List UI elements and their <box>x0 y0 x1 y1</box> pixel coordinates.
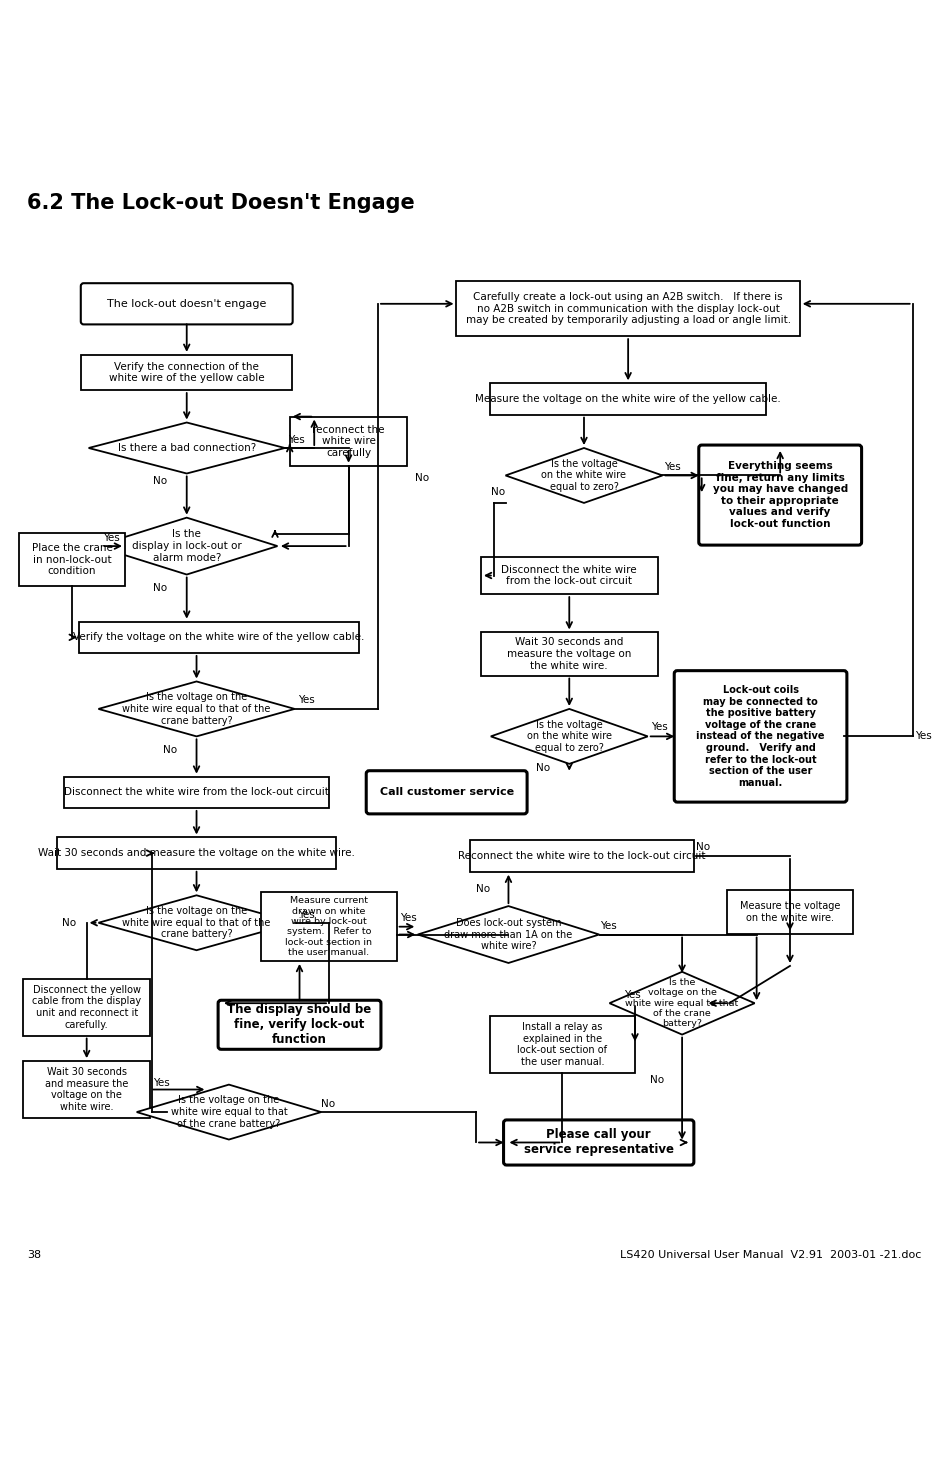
Text: No: No <box>153 476 168 487</box>
Text: Please call your
service representative: Please call your service representative <box>524 1128 674 1157</box>
Bar <box>80 621 358 653</box>
Text: Measure the voltage
on the white wire.: Measure the voltage on the white wire. <box>739 901 841 923</box>
Text: Disconnect the white wire
from the lock-out circuit: Disconnect the white wire from the lock-… <box>502 565 637 586</box>
Text: Install a relay as
explained in the
lock-out section of
the user manual.: Install a relay as explained in the lock… <box>518 1023 607 1067</box>
Text: Is the voltage on the
white wire equal to that
of the crane battery?: Is the voltage on the white wire equal t… <box>170 1096 287 1129</box>
Text: reconnect the
white wire
carefully: reconnect the white wire carefully <box>313 425 385 457</box>
Text: Verify the connection of the
white wire of the yellow cable: Verify the connection of the white wire … <box>109 362 265 383</box>
Bar <box>481 557 658 595</box>
FancyBboxPatch shape <box>366 771 527 814</box>
FancyBboxPatch shape <box>504 1121 694 1164</box>
Bar <box>81 355 292 390</box>
Text: Wait 30 seconds and
measure the voltage on
the white wire.: Wait 30 seconds and measure the voltage … <box>507 637 632 671</box>
Polygon shape <box>505 449 663 503</box>
Polygon shape <box>137 1084 321 1140</box>
Text: No: No <box>163 745 177 755</box>
Bar <box>490 1015 635 1072</box>
Text: Everything seems
fine, return any limits
you may have changed
to their appropria: Everything seems fine, return any limits… <box>712 462 848 529</box>
Text: No: No <box>651 1075 665 1084</box>
Bar <box>19 533 124 586</box>
Text: Disconnect the yellow
cable from the display
unit and reconnect it
carefully.: Disconnect the yellow cable from the dis… <box>32 985 141 1030</box>
Text: No: No <box>475 884 490 894</box>
Bar <box>490 383 767 415</box>
Text: Yes: Yes <box>287 435 304 446</box>
Polygon shape <box>417 906 599 963</box>
Text: No: No <box>321 1099 335 1109</box>
Text: Yes: Yes <box>103 533 120 543</box>
Text: Is the
voltage on the
white wire equal to that
of the crane
battery?: Is the voltage on the white wire equal t… <box>625 977 739 1029</box>
Bar <box>470 840 694 872</box>
Text: Carefully create a lock-out using an A2B switch.   If there is
no A2B switch in : Carefully create a lock-out using an A2B… <box>465 292 791 326</box>
FancyBboxPatch shape <box>218 1001 381 1049</box>
Text: Yes: Yes <box>400 913 417 923</box>
Polygon shape <box>96 517 277 574</box>
Text: Measure the voltage on the white wire of the yellow cable.: Measure the voltage on the white wire of… <box>475 394 781 403</box>
Bar <box>457 281 799 336</box>
Text: Is the
display in lock-out or
alarm mode?: Is the display in lock-out or alarm mode… <box>132 529 241 562</box>
Text: Wait 30 seconds
and measure the
voltage on the
white wire.: Wait 30 seconds and measure the voltage … <box>45 1067 128 1112</box>
Bar <box>22 979 151 1036</box>
Text: Call customer service: Call customer service <box>380 787 514 798</box>
Bar <box>57 837 336 869</box>
Text: Does lock-out system
draw more than 1A on the
white wire?: Does lock-out system draw more than 1A o… <box>445 918 573 951</box>
Text: Yes: Yes <box>154 1078 170 1087</box>
Text: Wait 30 seconds and measure the voltage on the white wire.: Wait 30 seconds and measure the voltage … <box>38 849 355 858</box>
Bar <box>290 416 407 466</box>
Polygon shape <box>98 681 295 736</box>
Polygon shape <box>98 896 295 950</box>
Text: 38: 38 <box>27 1251 41 1261</box>
Polygon shape <box>609 972 754 1034</box>
Text: Place the crane
in non-lock-out
condition: Place the crane in non-lock-out conditio… <box>32 543 112 577</box>
Text: Yes: Yes <box>298 910 314 920</box>
Text: The display should be
fine, verify lock-out
function: The display should be fine, verify lock-… <box>227 1004 372 1046</box>
Bar <box>261 893 397 961</box>
Text: Yes: Yes <box>600 920 617 931</box>
Text: No: No <box>153 583 168 593</box>
Text: Yes: Yes <box>624 991 641 1001</box>
Text: No: No <box>695 842 709 852</box>
Text: Reconnect the white wire to the lock-out circuit: Reconnect the white wire to the lock-out… <box>459 852 706 861</box>
Text: Yes: Yes <box>665 462 681 472</box>
Text: No: No <box>491 487 505 497</box>
Text: The lock-out doesn't engage: The lock-out doesn't engage <box>107 300 267 308</box>
Text: Is the voltage on the
white wire equal to that of the
crane battery?: Is the voltage on the white wire equal t… <box>123 906 271 939</box>
Text: No: No <box>535 763 549 773</box>
Text: No: No <box>62 918 76 928</box>
Text: Yes: Yes <box>298 695 314 706</box>
Bar <box>481 633 658 675</box>
Text: Lock-out coils
may be connected to
the positive battery
voltage of the crane
ins: Lock-out coils may be connected to the p… <box>696 685 825 787</box>
Polygon shape <box>490 709 648 764</box>
Text: Yes: Yes <box>915 732 932 741</box>
Text: Disconnect the white wire from the lock-out circuit: Disconnect the white wire from the lock-… <box>64 787 329 798</box>
FancyBboxPatch shape <box>674 671 847 802</box>
Text: No: No <box>415 473 429 484</box>
Polygon shape <box>89 422 285 473</box>
Text: 6.2 The Lock-out Doesn't Engage: 6.2 The Lock-out Doesn't Engage <box>27 193 415 213</box>
FancyBboxPatch shape <box>80 283 293 324</box>
Text: LS420 Universal User Manual  V2.91  2003-01 -21.doc: LS420 Universal User Manual V2.91 2003-0… <box>620 1251 921 1261</box>
Text: Verify the voltage on the white wire of the yellow cable.: Verify the voltage on the white wire of … <box>73 633 365 643</box>
Text: Is the voltage
on the white wire
equal to zero?: Is the voltage on the white wire equal t… <box>542 459 626 492</box>
FancyBboxPatch shape <box>699 446 862 545</box>
Text: Is the voltage
on the white wire
equal to zero?: Is the voltage on the white wire equal t… <box>527 720 612 752</box>
Bar <box>727 890 853 934</box>
Text: Is the voltage on the
white wire equal to that of the
crane battery?: Is the voltage on the white wire equal t… <box>123 693 271 726</box>
Bar <box>64 777 329 808</box>
Bar <box>22 1061 151 1118</box>
Text: Measure current
drawn on white
wire by lock-out
system.   Refer to
lock-out sect: Measure current drawn on white wire by l… <box>285 896 373 957</box>
Text: Yes: Yes <box>651 722 667 732</box>
Text: Is there a bad connection?: Is there a bad connection? <box>118 443 256 453</box>
